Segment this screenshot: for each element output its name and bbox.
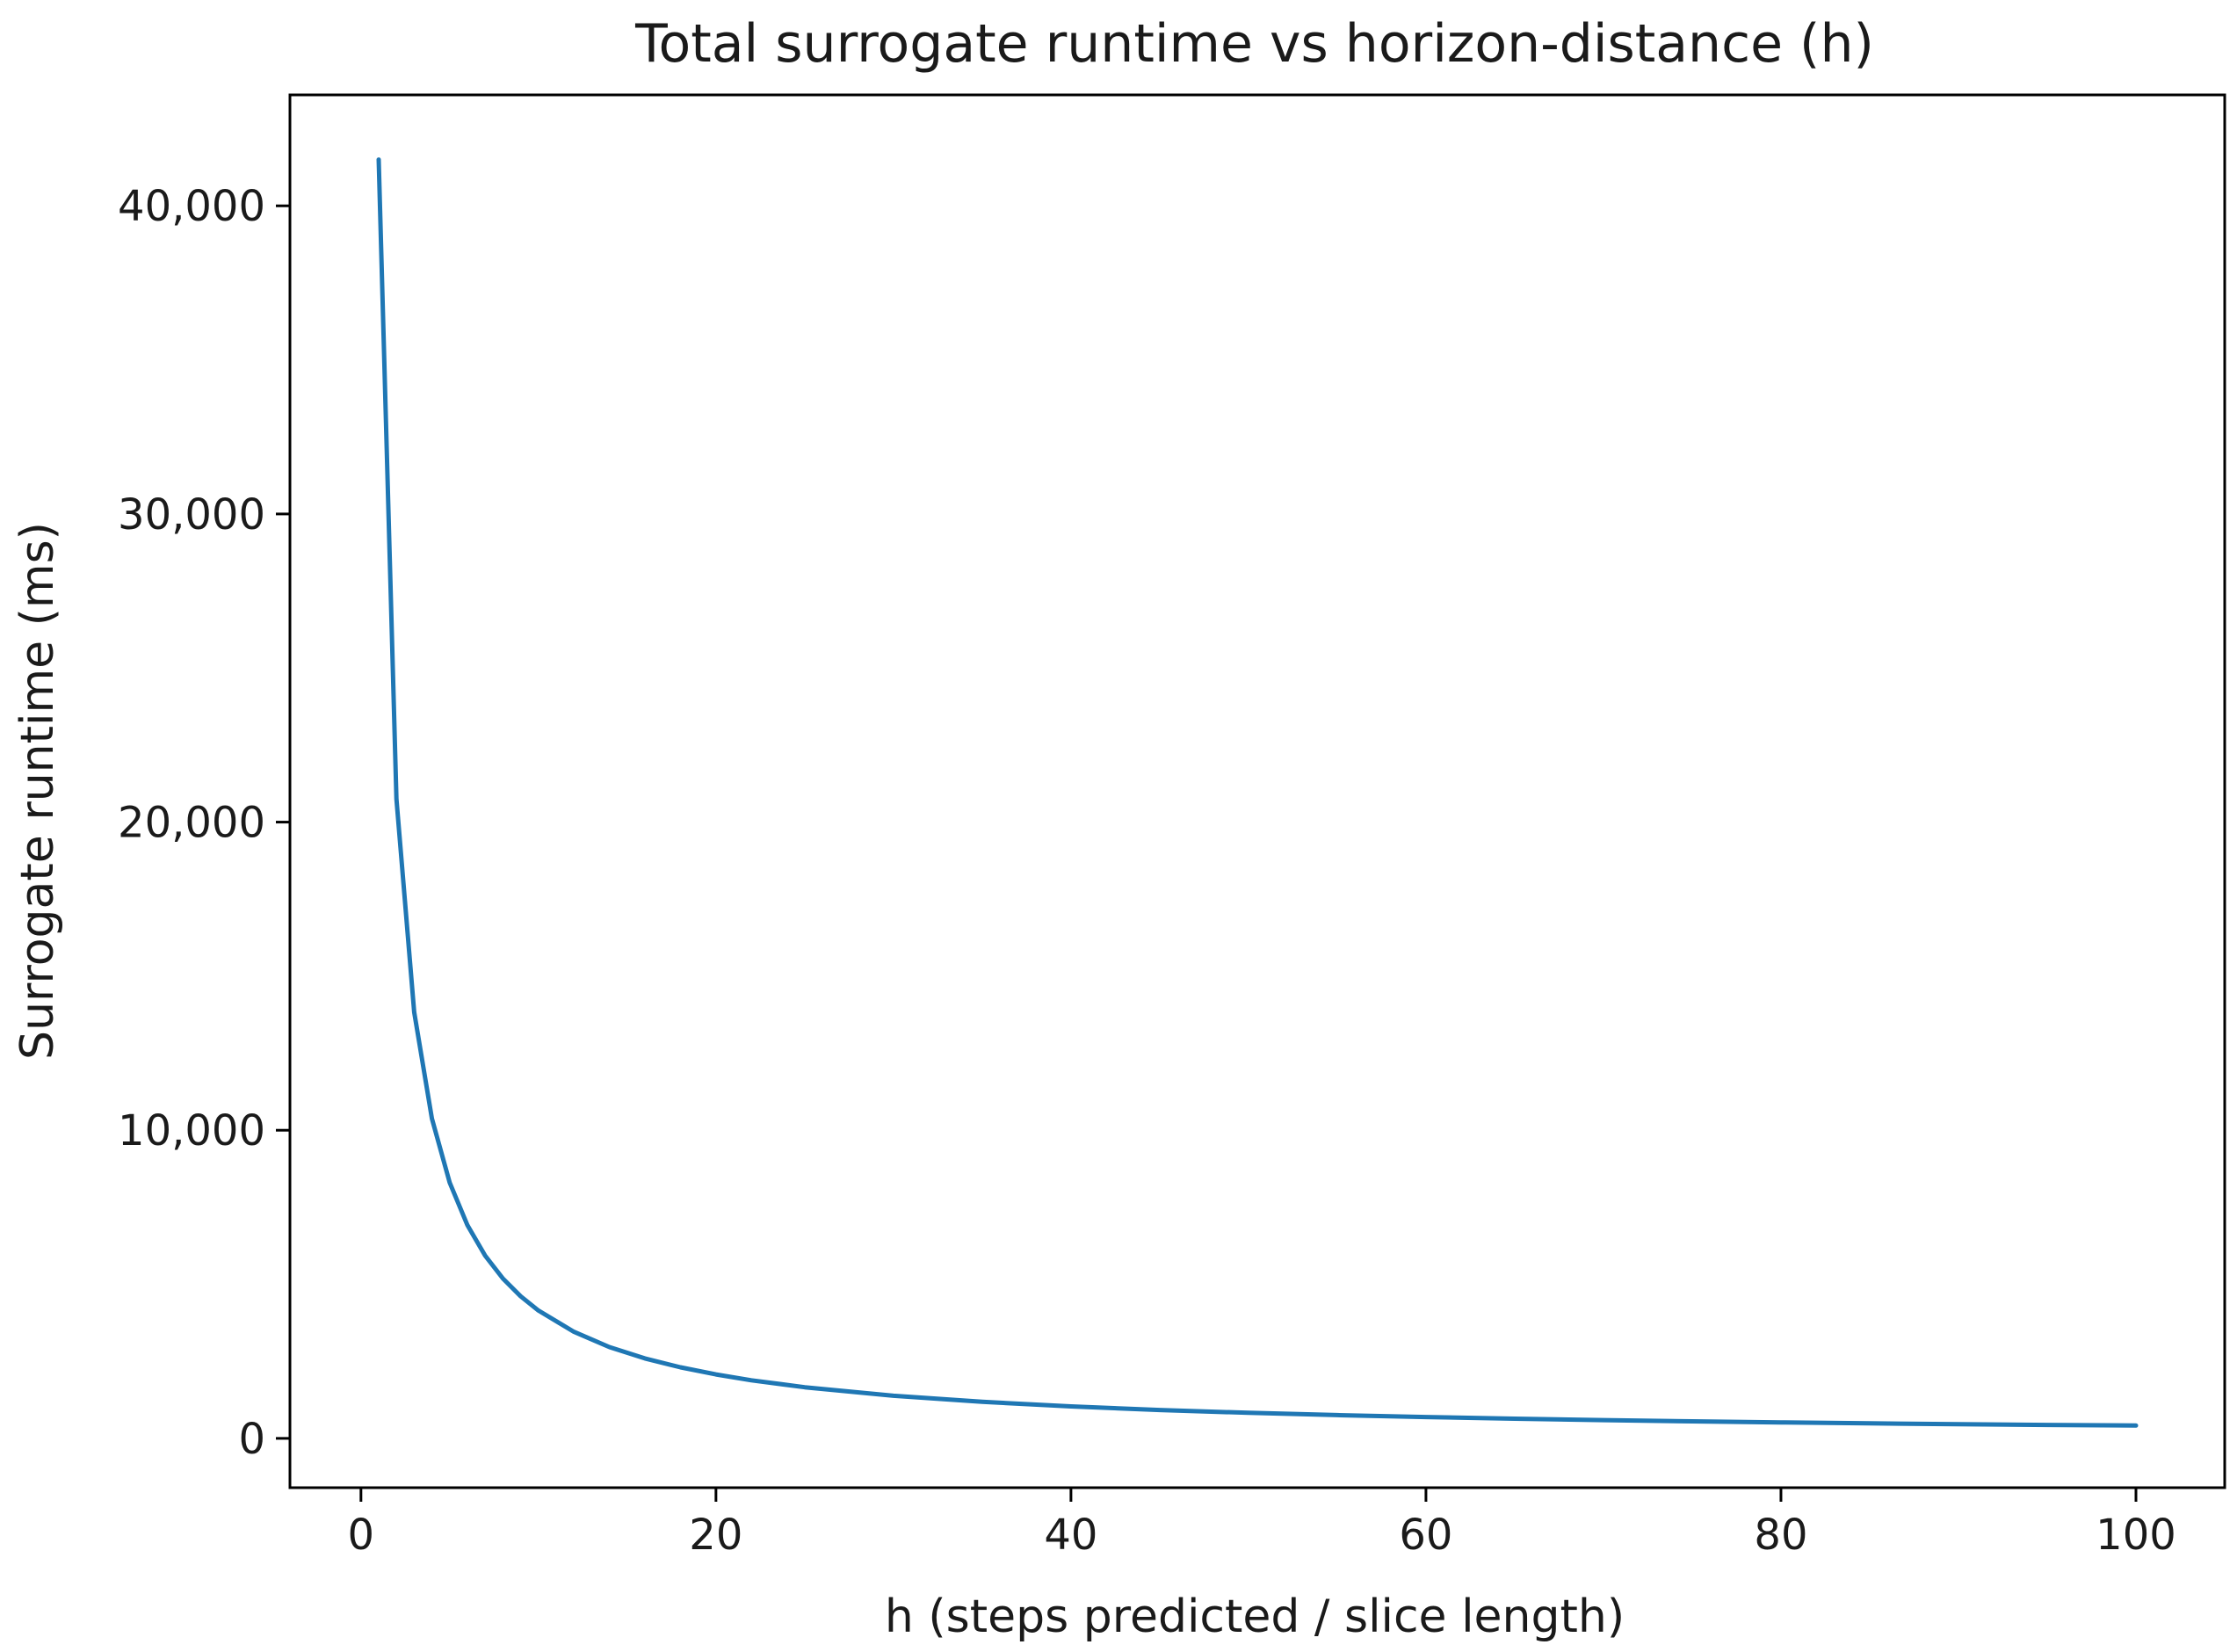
chart-title: Total surrogate runtime vs horizon-dista…: [634, 13, 1874, 75]
y-tick-label: 30,000: [118, 490, 265, 540]
plot-area: [288, 93, 2226, 1489]
y-axis: 0 10,000 20,000 30,000 40,000: [118, 182, 290, 1464]
x-tick-label: 80: [1754, 1511, 1807, 1560]
x-tick-label: 0: [348, 1511, 375, 1560]
y-tick-label: 40,000: [118, 182, 265, 231]
runtime-series-line: [376, 157, 2139, 1428]
x-tick-label: 20: [689, 1511, 742, 1560]
x-tick-label: 60: [1399, 1511, 1452, 1560]
y-tick-label: 20,000: [118, 799, 265, 848]
x-axis-label: h (steps predicted / slice length): [885, 1590, 1625, 1643]
y-tick-label: 0: [238, 1415, 265, 1464]
x-tick-label: 100: [2096, 1511, 2176, 1560]
x-axis: 0 20 40 60 80 100: [348, 1488, 2176, 1560]
x-tick-label: 40: [1044, 1511, 1097, 1560]
y-tick-label: 10,000: [118, 1106, 265, 1156]
y-axis-label: Surrogate runtime (ms): [11, 522, 64, 1060]
